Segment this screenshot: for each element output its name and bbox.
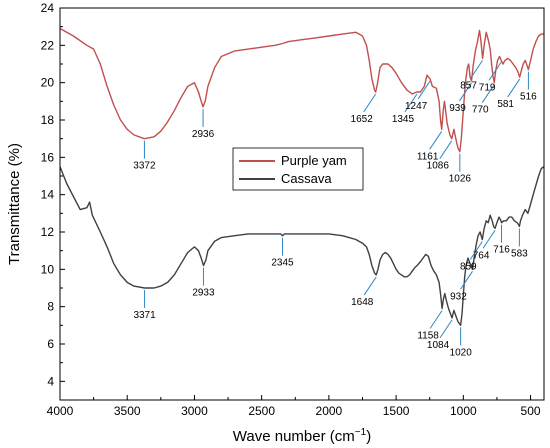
peak-leader-line xyxy=(460,271,473,290)
peak-leader-line xyxy=(481,84,495,103)
x-tick-label: 3000 xyxy=(181,404,208,418)
x-axis-title: Wave number (cm−1) xyxy=(233,427,371,445)
peak-label: 859 xyxy=(460,261,477,272)
y-tick-label: 8 xyxy=(47,300,54,314)
peak-leader-line xyxy=(429,131,443,150)
peak-leader-line xyxy=(488,61,502,81)
y-tick-label: 16 xyxy=(41,150,55,164)
x-tick-label: 2000 xyxy=(316,404,343,418)
peak-leader-line xyxy=(507,78,521,98)
y-tick-label: 4 xyxy=(47,374,54,388)
peak-label: 1161 xyxy=(417,151,439,162)
plot-frame xyxy=(59,7,545,401)
peak-label: 857 xyxy=(460,80,477,91)
peak-leader-line xyxy=(439,319,453,339)
y-tick-label: 18 xyxy=(41,113,55,127)
peak-label: 581 xyxy=(497,99,514,110)
peak-leader-line xyxy=(417,80,431,100)
tick-layer: 4000 3500 3000 2500 2000 1500 1000 500 4 6 8 10 12 14… xyxy=(41,1,541,418)
series-layer xyxy=(59,27,545,326)
peak-label: 939 xyxy=(449,103,466,114)
peak-label: 2936 xyxy=(192,129,215,140)
peak-leader-line xyxy=(482,229,496,249)
peak-label: 1086 xyxy=(427,161,450,172)
peak-leader-line xyxy=(459,82,472,102)
x-tick-label: 1500 xyxy=(383,404,410,418)
peak-label: 1026 xyxy=(449,174,472,185)
y-tick-label: 22 xyxy=(41,38,55,52)
y-tick-label: 12 xyxy=(41,225,55,239)
y-tick-label: 6 xyxy=(47,337,54,351)
peak-label: 2933 xyxy=(192,288,215,299)
peak-label: 1020 xyxy=(450,347,473,358)
x-tick-label: 500 xyxy=(521,404,541,418)
y-tick-label: 24 xyxy=(41,1,55,15)
legend: Purple yam Cassava xyxy=(232,147,364,191)
peak-leader-line xyxy=(439,140,453,159)
legend-label-purple-yam: Purple yam xyxy=(281,153,347,168)
series-line-cassava xyxy=(59,166,545,326)
peak-label: 1648 xyxy=(351,297,374,308)
peak-leader-line xyxy=(429,310,443,329)
peak-label: 1345 xyxy=(392,114,415,125)
peak-leader-line xyxy=(363,276,377,296)
x-tick-label: 3500 xyxy=(114,404,141,418)
peak-label: 770 xyxy=(472,105,489,116)
y-tick-label: 20 xyxy=(41,76,55,90)
x-tick-label: 2500 xyxy=(248,404,275,418)
peak-leader-line xyxy=(363,93,377,113)
x-tick-label: 4000 xyxy=(47,404,74,418)
peak-leader-line xyxy=(404,93,418,113)
y-tick-label: 14 xyxy=(41,188,55,202)
y-axis-title: Transmittance (%) xyxy=(6,143,23,265)
peak-label: 3372 xyxy=(133,161,156,172)
peak-label: 583 xyxy=(511,248,528,259)
y-tick-label: 10 xyxy=(41,262,55,276)
peak-label: 1247 xyxy=(405,101,428,112)
x-tick-label: 1000 xyxy=(450,404,477,418)
peak-leader-line xyxy=(470,60,483,79)
peak-label: 932 xyxy=(450,291,467,302)
peak-label: 716 xyxy=(493,245,510,256)
legend-label-cassava: Cassava xyxy=(281,171,332,186)
x-axis-unit-superscript: −1 xyxy=(355,427,367,438)
peak-label: 1158 xyxy=(417,331,439,342)
peak-label: 1084 xyxy=(427,340,450,351)
peak-label: 2345 xyxy=(271,258,294,269)
peak-label: 719 xyxy=(479,82,496,93)
peak-label: 1652 xyxy=(351,114,374,125)
series-line-purple-yam xyxy=(59,27,544,153)
peak-label: 764 xyxy=(473,250,490,261)
legend-box xyxy=(232,147,364,191)
peak-label: 516 xyxy=(520,92,537,103)
peak-label: 3371 xyxy=(133,310,156,321)
peak-leader-line xyxy=(469,241,483,260)
